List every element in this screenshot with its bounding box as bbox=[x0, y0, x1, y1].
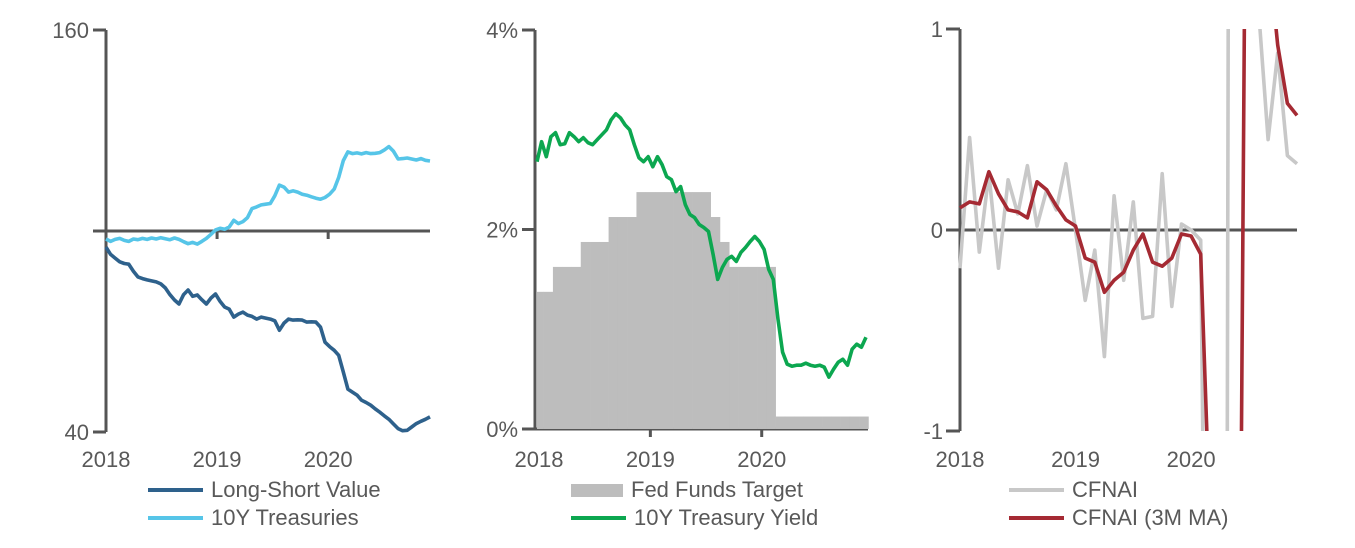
right-chart: 1 0 -1 2018 2019 2020 bbox=[923, 17, 1299, 472]
bar bbox=[775, 416, 786, 429]
cfnai-3m-ma-line-swatch bbox=[1009, 516, 1064, 520]
bar bbox=[673, 192, 684, 429]
legend-label: 10Y Treasuries bbox=[211, 505, 359, 530]
legend-item-10y-treasury-yield: 10Y Treasury Yield bbox=[571, 507, 818, 529]
bar bbox=[840, 416, 851, 429]
bar bbox=[719, 241, 730, 429]
treasuries-line-swatch bbox=[148, 516, 203, 520]
bar bbox=[747, 266, 758, 429]
y-axis-label: 2% bbox=[486, 218, 518, 243]
legend-middle-chart: Fed Funds Target 10Y Treasury Yield bbox=[571, 479, 818, 529]
x-axis-label: 2018 bbox=[82, 447, 131, 472]
bar bbox=[738, 266, 749, 429]
bar bbox=[664, 192, 674, 429]
legend-item-10y-treasuries: 10Y Treasuries bbox=[148, 507, 381, 529]
bar bbox=[543, 291, 554, 429]
series-group bbox=[104, 144, 431, 433]
line-series-cfnai bbox=[958, 29, 1299, 431]
bar bbox=[599, 241, 609, 429]
bar bbox=[849, 416, 860, 429]
bar bbox=[682, 192, 693, 429]
x-axis-label: 2019 bbox=[193, 447, 242, 472]
x-axis-label: 2020 bbox=[304, 447, 353, 472]
bar bbox=[701, 192, 711, 429]
middle-chart: 4% 2% 0% 2018 2019 2020 bbox=[486, 18, 869, 472]
line-series-10y-treasury-yield bbox=[535, 112, 868, 379]
bar-series-fed-funds-target bbox=[537, 192, 869, 429]
x-axis-label: 2019 bbox=[1051, 447, 1100, 472]
y-axis-label: -1 bbox=[923, 419, 943, 444]
bar bbox=[803, 416, 814, 429]
legend-item-cfnai: CFNAI bbox=[1009, 479, 1228, 501]
bar bbox=[617, 217, 628, 429]
x-axis-label: 2018 bbox=[515, 447, 564, 472]
line-series-long-short-value bbox=[104, 246, 431, 433]
bar bbox=[822, 416, 832, 429]
bar bbox=[645, 192, 656, 429]
bar bbox=[812, 416, 823, 429]
bar bbox=[692, 192, 702, 429]
y-axis-label: 1 bbox=[931, 17, 943, 42]
legend-label: Long-Short Value bbox=[211, 477, 381, 502]
bar bbox=[627, 217, 637, 429]
x-axis-label: 2019 bbox=[626, 447, 675, 472]
bar bbox=[859, 416, 869, 429]
treasury-yield-line-swatch bbox=[571, 516, 626, 520]
y-axis-label: 0% bbox=[486, 417, 518, 442]
bar bbox=[757, 266, 767, 429]
legend-label: Fed Funds Target bbox=[631, 477, 804, 502]
bar bbox=[571, 266, 582, 429]
x-axis-label: 2018 bbox=[936, 447, 985, 472]
bar bbox=[784, 416, 795, 429]
y-axis-label: 0 bbox=[931, 218, 943, 243]
legend-item-cfnai-3m-ma: CFNAI (3M MA) bbox=[1009, 507, 1228, 529]
line-series-10y-treasuries bbox=[105, 144, 431, 246]
y-axis-label: 160 bbox=[52, 18, 89, 43]
bar bbox=[580, 241, 591, 429]
bar bbox=[608, 217, 619, 429]
legend-label: CFNAI bbox=[1072, 477, 1138, 502]
cfnai-line-swatch bbox=[1009, 488, 1064, 492]
bar bbox=[537, 291, 544, 429]
fed-funds-bar-swatch bbox=[571, 483, 623, 497]
bar bbox=[729, 266, 739, 429]
series-group bbox=[535, 112, 869, 429]
y-axis-label: 40 bbox=[65, 420, 89, 445]
legend-item-fed-funds-target: Fed Funds Target bbox=[571, 479, 818, 501]
legend-item-long-short-value: Long-Short Value bbox=[148, 479, 381, 501]
long-short-value-line-swatch bbox=[148, 488, 203, 492]
legend-left-chart: Long-Short Value 10Y Treasuries bbox=[148, 479, 381, 529]
bar bbox=[562, 266, 572, 429]
x-axis-label: 2020 bbox=[1167, 447, 1216, 472]
bar bbox=[831, 416, 841, 429]
bar bbox=[636, 192, 647, 429]
bar bbox=[655, 192, 665, 429]
legend-right-chart: CFNAI CFNAI (3M MA) bbox=[1009, 479, 1228, 529]
bar bbox=[766, 266, 776, 429]
bar bbox=[710, 217, 721, 429]
y-axis-label: 4% bbox=[486, 18, 518, 43]
bar bbox=[590, 241, 600, 429]
bar bbox=[794, 416, 804, 429]
bar bbox=[552, 266, 563, 429]
x-axis-label: 2020 bbox=[737, 447, 786, 472]
series-group bbox=[958, 29, 1299, 431]
legend-label: 10Y Treasury Yield bbox=[634, 505, 819, 530]
line-series-cfnai-3m-ma- bbox=[959, 29, 1299, 431]
legend-label: CFNAI (3M MA) bbox=[1072, 505, 1229, 530]
